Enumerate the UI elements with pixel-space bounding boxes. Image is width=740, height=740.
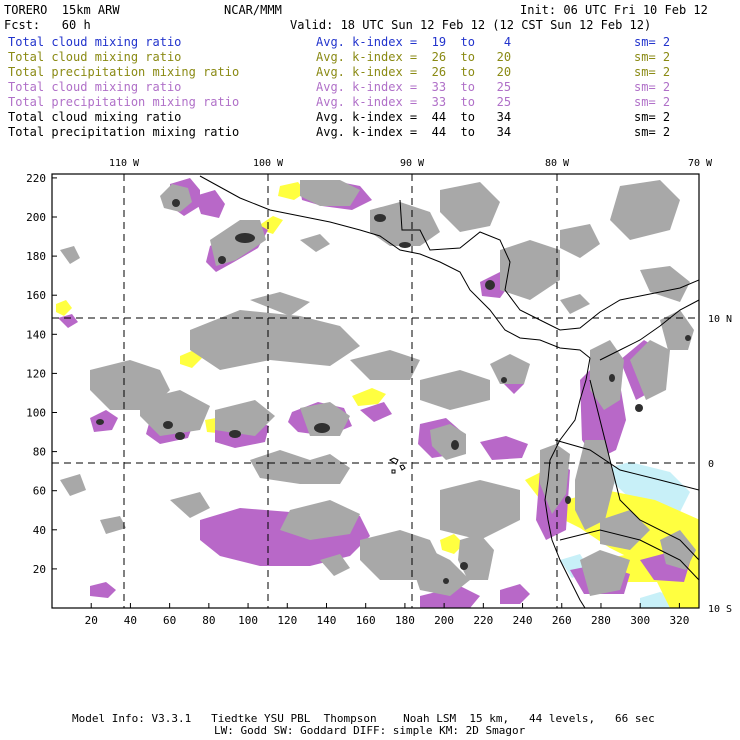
y-tick-label: 60 — [33, 485, 46, 498]
legend-row: Total precipitation mixing ratio Avg. k-i… — [8, 125, 738, 140]
y-tick-label: 180 — [26, 250, 46, 263]
legend-row: Total cloud mixing ratio Avg. k-index = 1… — [8, 35, 738, 50]
forecast-hour: Fcst: 60 h — [4, 18, 91, 32]
model-info-line2: LW: Godd SW: Goddard DIFF: simple KM: 2D… — [214, 724, 526, 737]
x-tick-label: 120 — [277, 614, 297, 627]
x-tick-label: 40 — [124, 614, 137, 627]
x-tick-label: 20 — [85, 614, 98, 627]
legend-sm: sm= 2 — [634, 95, 671, 109]
x-tick-label: 140 — [317, 614, 337, 627]
x-tick-label: 200 — [434, 614, 454, 627]
lon-label-80w: 80 W — [545, 158, 570, 169]
y-tick-label: 100 — [26, 407, 46, 420]
legend-row: Total cloud mixing ratio Avg. k-index = 4… — [8, 110, 738, 125]
legend-field: Total cloud mixing ratio — [8, 80, 182, 94]
legend-row: Total precipitation mixing ratio Avg. k-i… — [8, 65, 738, 80]
y-tick-label: 40 — [33, 524, 46, 537]
legend-index: Avg. k-index = 44 to 34 — [316, 125, 512, 139]
x-tick-label: 60 — [163, 614, 176, 627]
longitude-labels: 110 W 100 W 90 W 80 W 70 W — [109, 158, 713, 169]
x-tick-label: 280 — [591, 614, 611, 627]
legend-sm: sm= 2 — [634, 35, 671, 49]
org-name: NCAR/MMM — [224, 3, 282, 17]
valid-time: Valid: 18 UTC Sun 12 Feb 12 (12 CST Sun … — [290, 18, 652, 32]
legend-sm: sm= 2 — [634, 110, 671, 124]
legend-index: Avg. k-index = 26 to 20 — [316, 65, 512, 79]
lat-label-0: 0 — [708, 459, 714, 470]
x-tick-label: 320 — [669, 614, 689, 627]
y-tick-label: 140 — [26, 328, 46, 341]
x-tick-label: 240 — [513, 614, 533, 627]
x-tick-label: 260 — [552, 614, 572, 627]
y-tick-label: 120 — [26, 367, 46, 380]
legend-field: Total cloud mixing ratio — [8, 35, 182, 49]
model-name: TORERO 15km ARW — [4, 3, 120, 17]
legend-index: Avg. k-index = 19 to 4 — [316, 35, 512, 49]
legend-row: Total precipitation mixing ratio Avg. k-i… — [8, 95, 738, 110]
legend-sm: sm= 2 — [634, 125, 671, 139]
graticule — [52, 174, 699, 608]
legend-field: Total cloud mixing ratio — [8, 50, 182, 64]
y-tick-label: 200 — [26, 211, 46, 224]
model-info-line1: Model Info: V3.3.1 Tiedtke YSU PBL Thomp… — [72, 712, 655, 725]
latitude-labels: 10 N 0 10 S — [708, 314, 732, 615]
legend-sm: sm= 2 — [634, 50, 671, 64]
legend-field: Total precipitation mixing ratio — [8, 95, 240, 109]
legend-field: Total precipitation mixing ratio — [8, 65, 240, 79]
legend-index: Avg. k-index = 26 to 20 — [316, 50, 512, 64]
lat-label-10s: 10 S — [708, 604, 732, 615]
y-ticks: 20 40 60 80 100 120 140 160 180 200 220 — [26, 172, 57, 576]
legend-index: Avg. k-index = 33 to 25 — [316, 80, 512, 94]
y-tick-label: 80 — [33, 446, 46, 459]
lon-label-100w: 100 W — [253, 158, 284, 169]
cloud-fields — [56, 178, 699, 608]
legend-index: Avg. k-index = 33 to 25 — [316, 95, 512, 109]
x-tick-label: 100 — [238, 614, 258, 627]
y-tick-label: 220 — [26, 172, 46, 185]
legend-field: Total cloud mixing ratio — [8, 110, 182, 124]
lon-label-110w: 110 W — [109, 158, 140, 169]
x-ticks: 20 40 60 80 100 120 140 160 180 200 220 240 260 280 30… — [85, 603, 689, 627]
legend-field: Total precipitation mixing ratio — [8, 125, 240, 139]
lon-label-70w: 70 W — [688, 158, 713, 169]
legend-index: Avg. k-index = 44 to 34 — [316, 110, 512, 124]
lon-label-90w: 90 W — [400, 158, 425, 169]
gray-cloud-areas — [60, 180, 696, 596]
x-tick-label: 220 — [473, 614, 493, 627]
lat-label-10n: 10 N — [708, 314, 732, 325]
x-tick-label: 80 — [202, 614, 215, 627]
plot-frame — [51, 173, 700, 609]
legend-sm: sm= 2 — [634, 80, 671, 94]
dark-core-areas — [96, 199, 691, 584]
x-tick-label: 160 — [356, 614, 376, 627]
y-tick-label: 160 — [26, 289, 46, 302]
legend-sm: sm= 2 — [634, 65, 671, 79]
x-tick-label: 180 — [395, 614, 415, 627]
y-tick-label: 20 — [33, 563, 46, 576]
init-time: Init: 06 UTC Fri 10 Feb 12 — [520, 3, 708, 17]
x-tick-label: 300 — [630, 614, 650, 627]
legend-row: Total cloud mixing ratio Avg. k-index = 2… — [8, 50, 738, 65]
legend-row: Total cloud mixing ratio Avg. k-index = 3… — [8, 80, 738, 95]
coastlines — [199, 175, 699, 608]
